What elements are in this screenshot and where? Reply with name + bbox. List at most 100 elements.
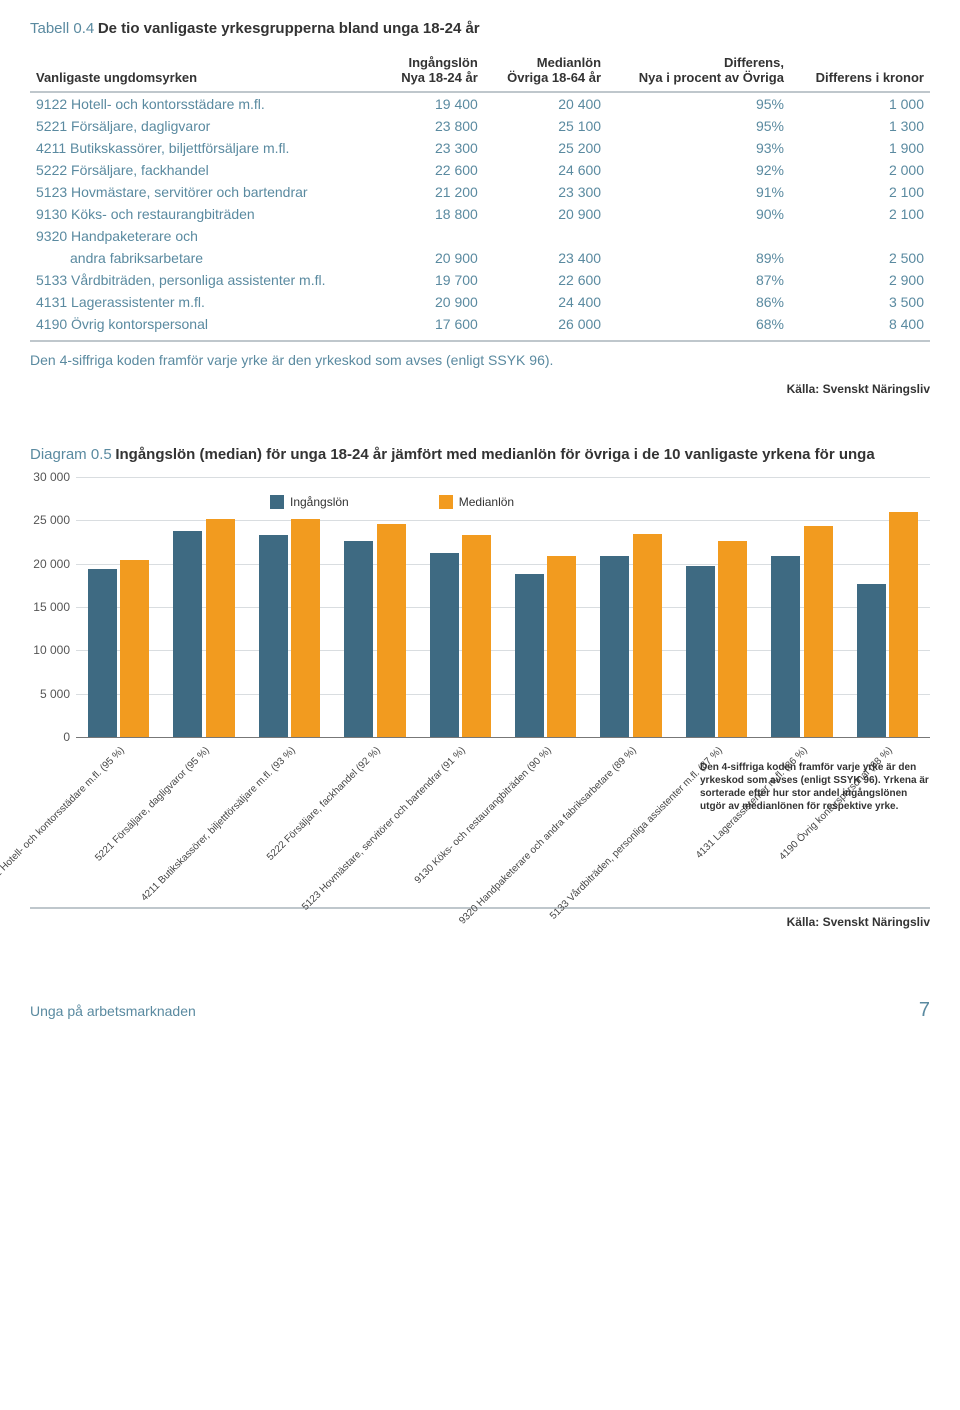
- table-cell: 92%: [607, 159, 790, 181]
- table-cell: 1 000: [790, 92, 930, 115]
- table-cell: 5222 Försäljare, fackhandel: [30, 159, 381, 181]
- table-cell: 3 500: [790, 291, 930, 313]
- x-category-label: 9130 Köks- och restaurangbiträden (90 %): [412, 745, 553, 886]
- chart-title-text: Ingångslön (median) för unga 18-24 år jä…: [115, 446, 874, 463]
- table-cell: 4131 Lagerassistenter m.fl.: [30, 291, 381, 313]
- bar-medianlon: [718, 541, 747, 737]
- table-row: 4190 Övrig kontorspersonal17 60026 00068…: [30, 313, 930, 341]
- table-cell: 4211 Butikskassörer, biljettförsäljare m…: [30, 137, 381, 159]
- y-tick-label: 25 000: [33, 513, 70, 527]
- table-cell: 9130 Köks- och restaurangbiträden: [30, 203, 381, 225]
- table-cell: 9320 Handpaketerare och: [30, 225, 381, 247]
- table-cell: [607, 225, 790, 247]
- th-col4: Differens i kronor: [790, 51, 930, 92]
- table-cell: 5133 Vårdbiträden, personliga assistente…: [30, 269, 381, 291]
- table-title-prefix: Tabell 0.4: [30, 20, 94, 37]
- bar-ingangslon: [88, 569, 117, 737]
- table-cell: [381, 225, 484, 247]
- table-cell: 19 700: [381, 269, 484, 291]
- y-tick-label: 30 000: [33, 470, 70, 484]
- bar-ingangslon: [686, 566, 715, 737]
- table-row: 9320 Handpaketerare och: [30, 225, 930, 247]
- table-cell: 19 400: [381, 92, 484, 115]
- bar-ingangslon: [515, 574, 544, 737]
- bar-ingangslon: [430, 553, 459, 737]
- table-title: Tabell 0.4 De tio vanligaste yrkesgruppe…: [30, 20, 930, 37]
- table-cell: 5221 Försäljare, dagligvaror: [30, 115, 381, 137]
- table-row: 5222 Försäljare, fackhandel22 60024 6009…: [30, 159, 930, 181]
- x-category-label: 4211 Butikskassörer, biljettförsäljare m…: [139, 745, 298, 904]
- bar-medianlon: [804, 526, 833, 737]
- table-cell: 22 600: [381, 159, 484, 181]
- table-row: 5221 Försäljare, dagligvaror23 80025 100…: [30, 115, 930, 137]
- table-cell: 2 900: [790, 269, 930, 291]
- page-number: 7: [919, 999, 930, 1022]
- th-col1: Ingångslön Nya 18-24 år: [381, 51, 484, 92]
- bar-ingangslon: [771, 556, 800, 737]
- table-row: 9130 Köks- och restaurangbiträden18 8002…: [30, 203, 930, 225]
- bar-group: 9320 Handpaketerare och andra fabriksarb…: [588, 477, 673, 737]
- table-row: 5133 Vårdbiträden, personliga assistente…: [30, 269, 930, 291]
- table-cell: 24 400: [484, 291, 607, 313]
- bar-ingangslon: [173, 531, 202, 737]
- bar-ingangslon: [600, 556, 629, 737]
- table-cell: andra fabriksarbetare: [30, 247, 381, 269]
- table-cell: 20 900: [381, 247, 484, 269]
- table-cell: 86%: [607, 291, 790, 313]
- table-cell: 24 600: [484, 159, 607, 181]
- chart-title-prefix: Diagram 0.5: [30, 446, 112, 463]
- th-col2: Medianlön Övriga 18-64 år: [484, 51, 607, 92]
- bar-medianlon: [377, 524, 406, 737]
- bar-medianlon: [547, 556, 576, 737]
- bar-medianlon: [120, 560, 149, 737]
- x-category-label: 9320 Handpaketerare och andra fabriksarb…: [457, 745, 639, 927]
- table-cell: 1 900: [790, 137, 930, 159]
- table-cell: 22 600: [484, 269, 607, 291]
- bar-group: 9130 Köks- och restaurangbiträden (90 %): [503, 477, 588, 737]
- table-cell: 95%: [607, 92, 790, 115]
- x-category-label: 9122 Hotell- och kontorsstädare m.fl. (9…: [0, 745, 126, 891]
- bar-medianlon: [633, 534, 662, 737]
- table-cell: 90%: [607, 203, 790, 225]
- th-col3: Differens, Nya i procent av Övriga: [607, 51, 790, 92]
- bar-ingangslon: [857, 584, 886, 737]
- footer-left: Unga på arbetsmarknaden: [30, 1003, 196, 1019]
- y-tick-label: 10 000: [33, 643, 70, 657]
- table-cell: 2 100: [790, 181, 930, 203]
- bar-ingangslon: [344, 541, 373, 737]
- table-cell: 9122 Hotell- och kontorsstädare m.fl.: [30, 92, 381, 115]
- x-category-label: 5123 Hovmästare, servitörer och bartendr…: [300, 745, 468, 913]
- table-cell: 2 100: [790, 203, 930, 225]
- table-source: Källa: Svenskt Näringsliv: [30, 382, 930, 396]
- table-cell: [790, 225, 930, 247]
- table-cell: 23 800: [381, 115, 484, 137]
- bar-group: 5221 Försäljare, dagligvaror (95 %): [161, 477, 246, 737]
- table-cell: 91%: [607, 181, 790, 203]
- table-cell: 93%: [607, 137, 790, 159]
- table-cell: 4190 Övrig kontorspersonal: [30, 313, 381, 341]
- table-cell: 95%: [607, 115, 790, 137]
- bar-group: 4190 Övrig kontorspersonal (68 %): [845, 477, 930, 737]
- y-tick-label: 5 000: [40, 687, 70, 701]
- bar-medianlon: [889, 512, 918, 737]
- bar-chart: 05 00010 00015 00020 00025 00030 000 Ing…: [30, 477, 930, 807]
- bar-group: 5123 Hovmästare, servitörer och bartendr…: [418, 477, 503, 737]
- table-cell: 26 000: [484, 313, 607, 341]
- bar-group: 9122 Hotell- och kontorsstädare m.fl. (9…: [76, 477, 161, 737]
- table-cell: 25 200: [484, 137, 607, 159]
- table-cell: 23 400: [484, 247, 607, 269]
- x-category-label: 5133 Vårdbiträden, personliga assistente…: [548, 745, 725, 922]
- bar-medianlon: [206, 519, 235, 737]
- table-cell: 89%: [607, 247, 790, 269]
- table-cell: 20 900: [484, 203, 607, 225]
- table-cell: 87%: [607, 269, 790, 291]
- y-tick-label: 20 000: [33, 557, 70, 571]
- table-row: 4131 Lagerassistenter m.fl.20 90024 4008…: [30, 291, 930, 313]
- table-cell: [484, 225, 607, 247]
- table-cell: 68%: [607, 313, 790, 341]
- table-cell: 23 300: [381, 137, 484, 159]
- bar-ingangslon: [259, 535, 288, 737]
- bar-medianlon: [462, 535, 491, 737]
- data-table: Vanligaste ungdomsyrken Ingångslön Nya 1…: [30, 51, 930, 342]
- table-cell: 1 300: [790, 115, 930, 137]
